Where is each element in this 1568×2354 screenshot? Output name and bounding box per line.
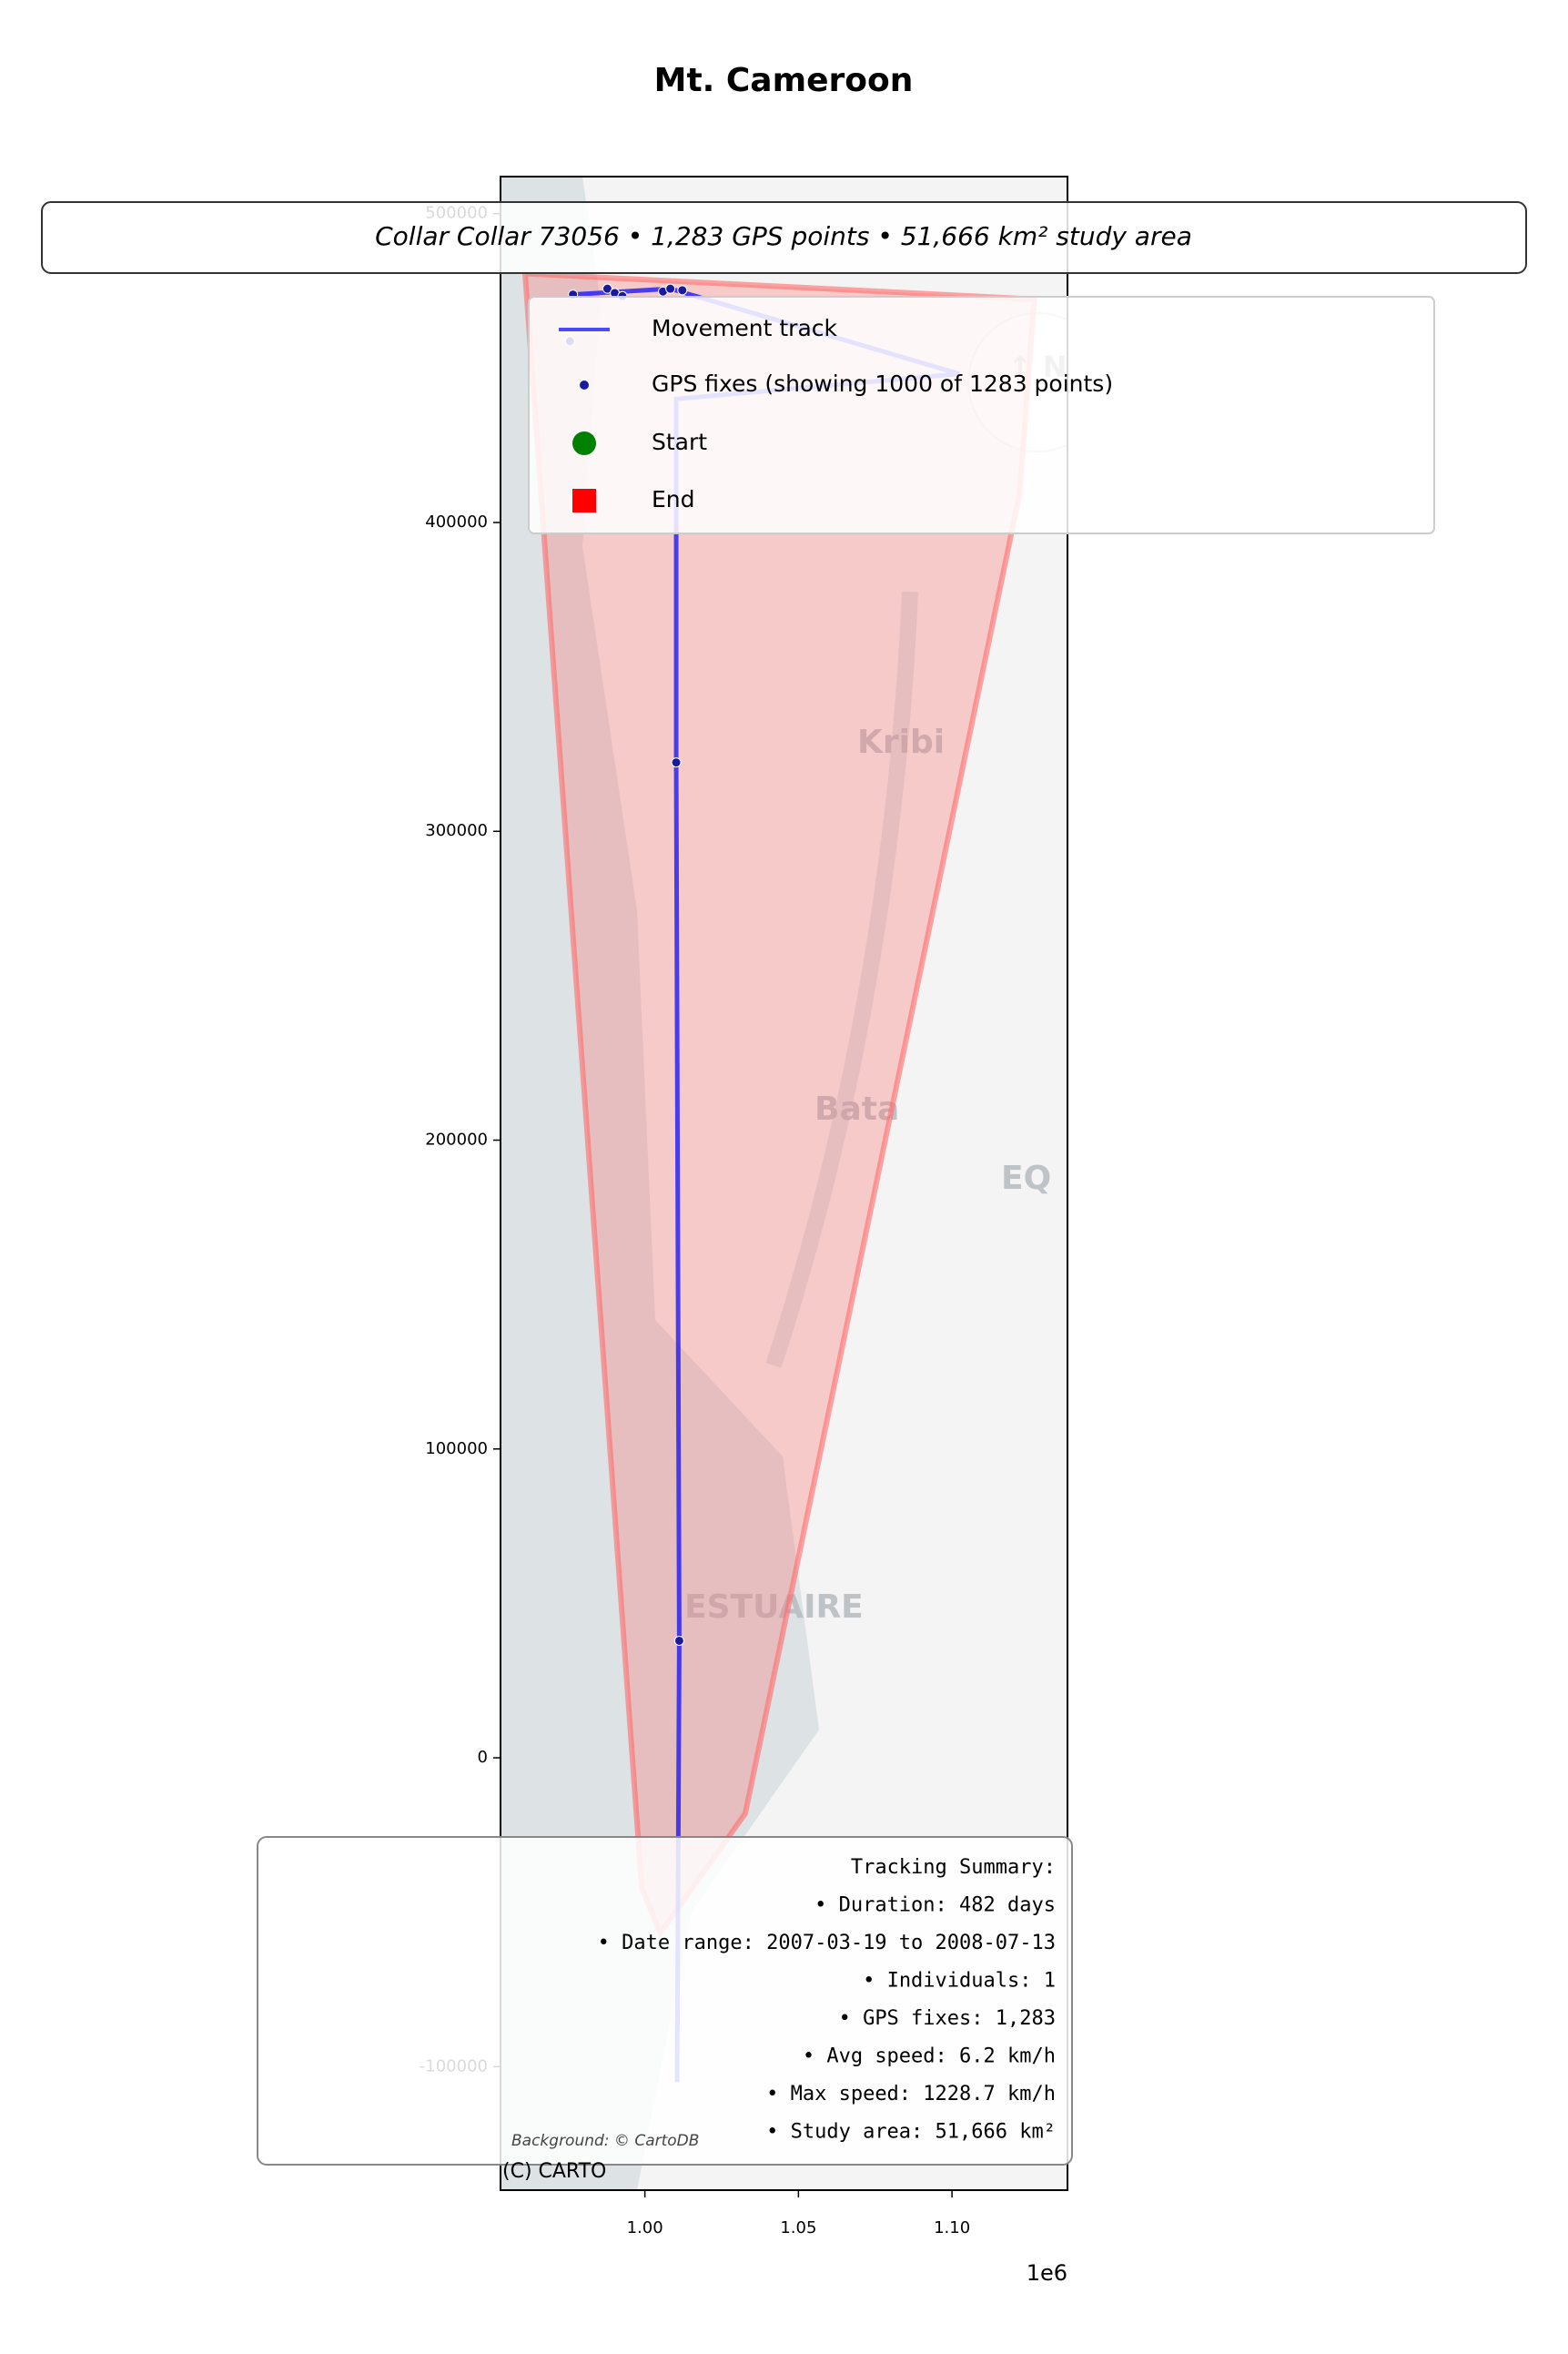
legend-dot [580,380,589,390]
chart-title: Mt. Cameroon [654,62,914,99]
legend [528,296,1435,534]
gps-fix [673,1635,684,1646]
attribution: Background: © CartoDB [511,2132,699,2150]
legend-label: GPS fixes (showing 1000 of 1283 points) [652,370,1113,397]
ocean [501,177,819,2190]
legend-label: End [652,486,695,512]
legend-label: Movement track [652,315,838,341]
y-tick-label: 200000 [425,1131,488,1150]
annotation: Collar Collar 73056 • 1,283 GPS points •… [375,221,1192,251]
y-tick-label: 300000 [425,821,488,840]
legend-end [572,489,596,512]
summary: Tracking Summary: • Duration: 482 days • D… [598,1856,1056,2144]
summary-line: • Date range: 2007-03-19 to 2008-07-13 [598,1932,1056,1954]
summary-line: • Duration: 482 days [814,1894,1056,1917]
y-tick-label: 100000 [425,1439,488,1458]
legend-entries: Movement track GPS fixes (showing 1000 of… [559,315,1113,512]
map-label: EQ [1001,1160,1051,1197]
summary-line: • Max speed: 1228.7 km/h [766,2083,1056,2105]
map-label: ESTUAIRE [684,1588,864,1626]
summary-line: • Avg speed: 6.2 km/h [803,2045,1056,2068]
x-tick-label: 1.05 [780,2218,816,2237]
annotation-box [41,201,1527,274]
gps-fix [665,283,676,294]
summary-line: • GPS fixes: 1,283 [839,2007,1056,2030]
legend-start [572,431,596,455]
map-label: Kribi [857,724,945,761]
summary-line: • Study area: 51,666 km² [766,2121,1056,2144]
x-offset-label: 1e6 [1027,2260,1067,2286]
y-tick-label: 400000 [425,512,488,532]
map-label: Bata [814,1091,899,1128]
x-tick-label: 1.00 [627,2218,663,2237]
legend-label: Start [652,429,707,455]
axes-frame [500,176,1068,2191]
coast [765,591,918,1368]
summary-line: Tracking Summary: [851,1856,1056,1879]
gps-fix [602,283,612,294]
summary-line: • Individuals: 1 [863,1970,1056,1993]
credit: (C) CARTO [502,2160,606,2183]
y-tick-label: 0 [478,1748,488,1767]
x-tick-label: 1.10 [934,2218,970,2237]
summary-box [257,1836,1073,2166]
gps-fix [671,757,682,768]
gps-fix [677,285,688,296]
